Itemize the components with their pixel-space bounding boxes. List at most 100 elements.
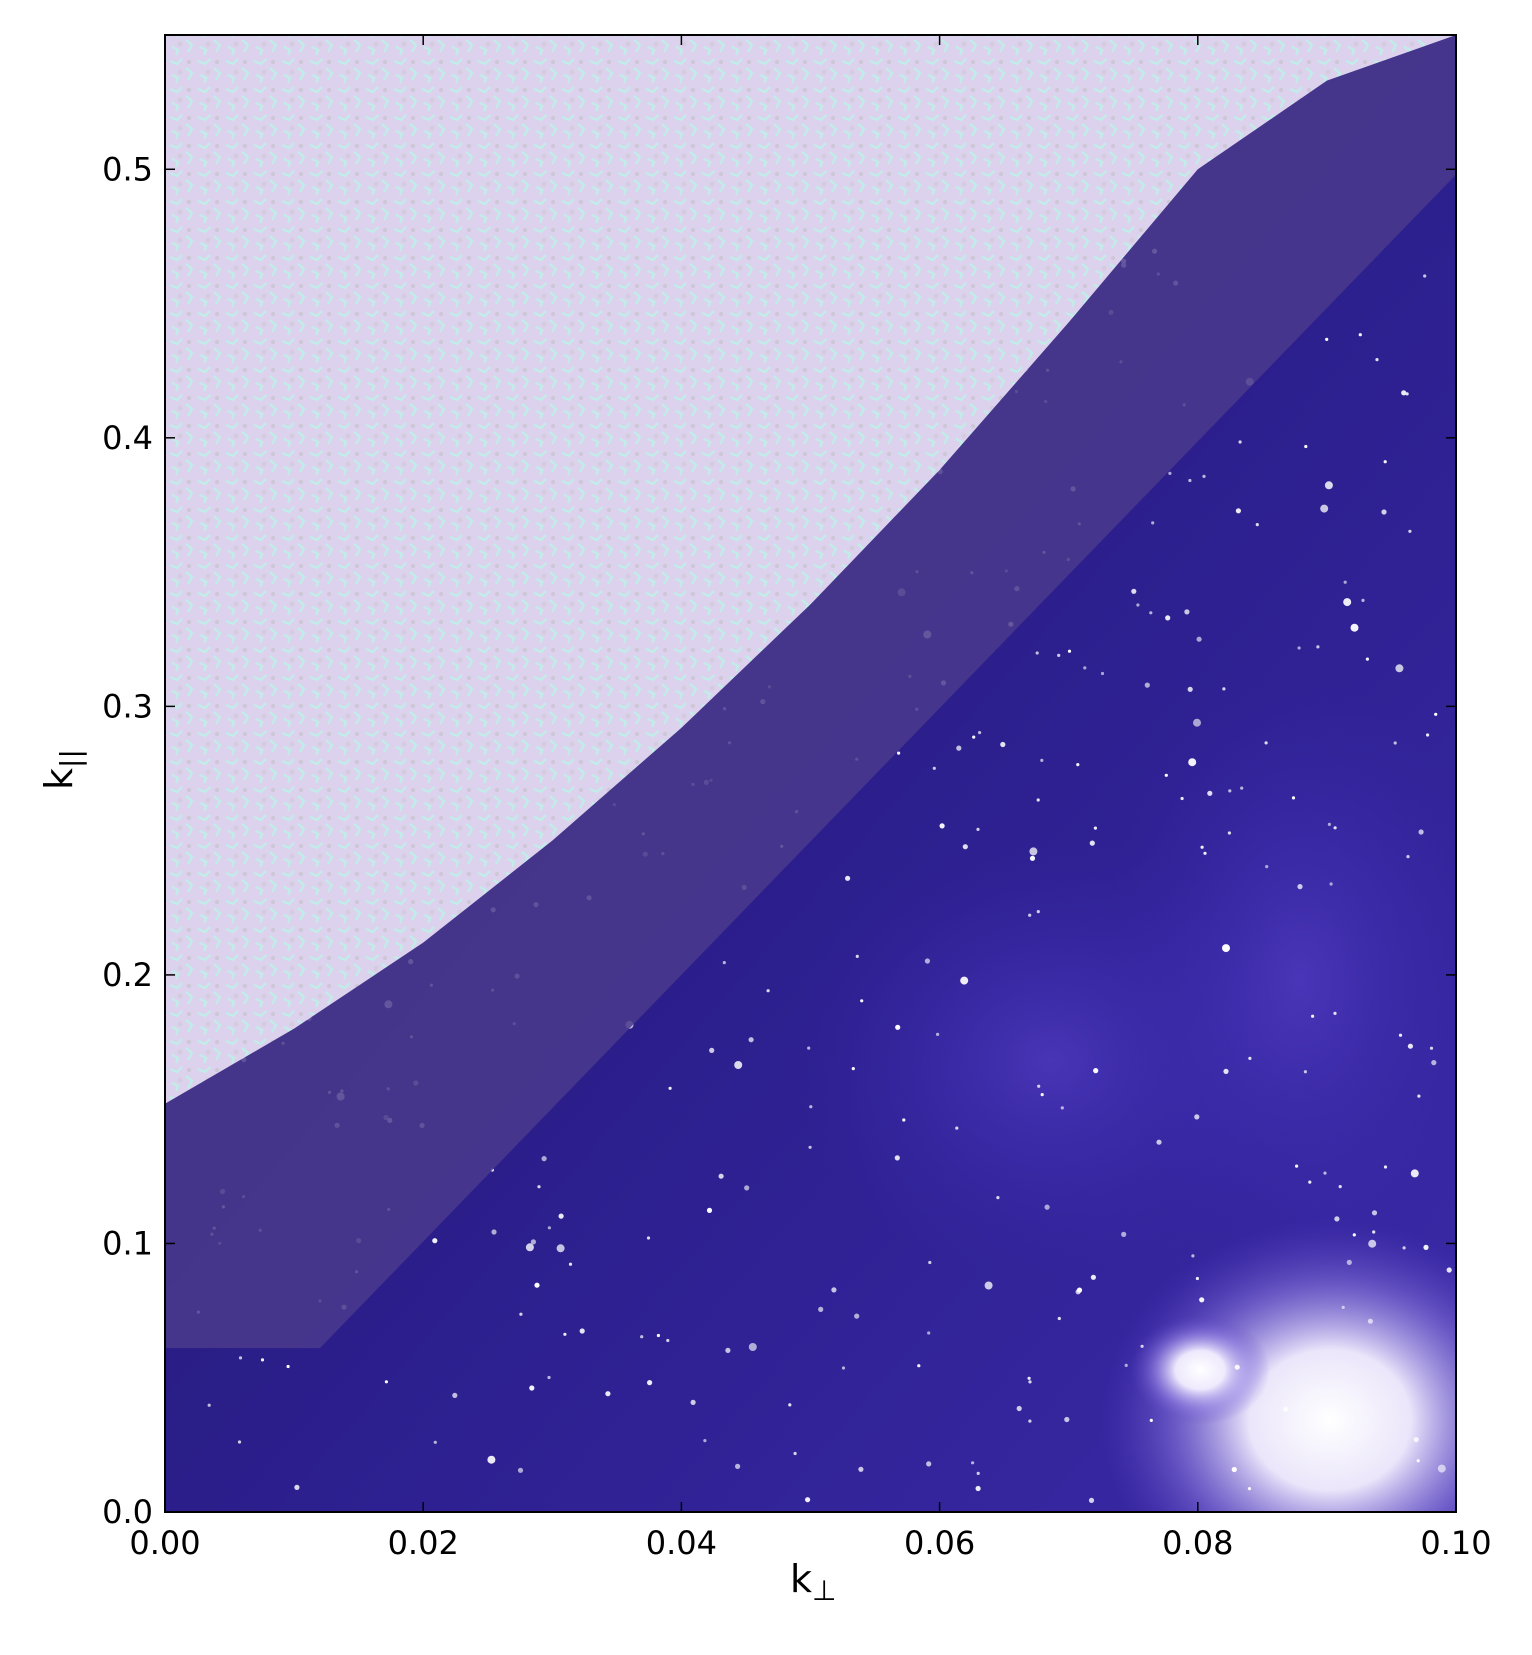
star [854, 1313, 860, 1319]
star [831, 1287, 837, 1293]
star [718, 1173, 724, 1179]
star [1361, 598, 1365, 603]
star [984, 1281, 993, 1290]
star [556, 1244, 565, 1253]
star [1140, 1344, 1144, 1348]
star [1329, 882, 1333, 886]
y-tick-label: 0.0 [102, 1493, 153, 1531]
star [1429, 1046, 1434, 1050]
plot-area [165, 35, 1456, 1512]
star [1308, 1180, 1312, 1184]
bright-glow-small [1130, 1315, 1270, 1425]
star [1188, 758, 1197, 767]
star [709, 1047, 715, 1053]
star [1136, 603, 1140, 607]
star [1402, 1246, 1406, 1250]
star [1044, 1204, 1050, 1210]
star [1368, 1239, 1377, 1248]
y-tick-label: 0.3 [102, 687, 153, 725]
star [1405, 392, 1409, 396]
y-tick-label: 0.2 [102, 956, 153, 994]
star [541, 1156, 547, 1162]
star [1324, 481, 1333, 490]
star [666, 1338, 670, 1343]
star [1188, 478, 1192, 483]
star [1040, 1093, 1044, 1097]
star [1423, 1244, 1429, 1250]
star [1222, 944, 1230, 953]
y-axis-label-subscript: || [54, 749, 87, 768]
star [1395, 664, 1404, 673]
star [978, 731, 982, 735]
star [1240, 786, 1244, 790]
star [809, 1105, 813, 1109]
star [1057, 1316, 1061, 1321]
star [1325, 337, 1329, 341]
star [971, 1461, 975, 1465]
star [1323, 1171, 1327, 1175]
star [725, 1347, 731, 1353]
star [579, 1328, 585, 1334]
star [452, 1392, 458, 1398]
star [1164, 773, 1168, 777]
star [558, 1213, 564, 1219]
star [1000, 741, 1006, 748]
star [1410, 1169, 1419, 1178]
star [1151, 521, 1155, 525]
star [1416, 1459, 1420, 1463]
star [972, 735, 976, 739]
star [805, 1497, 811, 1503]
star [1060, 1106, 1064, 1110]
star [1057, 653, 1061, 658]
star [568, 1262, 573, 1266]
star [547, 1375, 551, 1380]
star [1149, 611, 1153, 615]
star [1144, 682, 1150, 688]
x-tick-label: 0.06 [904, 1524, 975, 1562]
star [1027, 1376, 1031, 1380]
star [1089, 840, 1095, 846]
star [1191, 1254, 1195, 1258]
star [1037, 1084, 1041, 1088]
star [1327, 822, 1331, 827]
star [924, 958, 931, 964]
star [734, 1061, 743, 1069]
star [537, 1185, 541, 1189]
star [1371, 1210, 1378, 1216]
star [748, 1037, 754, 1043]
star [1231, 1466, 1237, 1473]
star [1196, 636, 1202, 642]
star [487, 1455, 496, 1464]
star [563, 1332, 567, 1336]
star [1383, 1165, 1388, 1169]
star [1168, 471, 1172, 475]
star [1194, 1114, 1200, 1120]
star [1346, 1259, 1352, 1265]
star [895, 1024, 901, 1030]
star [1423, 274, 1427, 278]
star [1291, 796, 1296, 800]
star [1067, 649, 1072, 653]
y-tick-label: 0.1 [102, 1224, 153, 1262]
star [605, 1391, 611, 1397]
star [766, 989, 770, 993]
star [936, 1032, 940, 1036]
star [1222, 687, 1226, 691]
x-axis-label-subscript: ⊥ [812, 1574, 836, 1607]
haze-2 [1100, 680, 1456, 1280]
star [1076, 763, 1080, 767]
star [1207, 790, 1213, 796]
star [519, 1312, 523, 1316]
star [1358, 333, 1362, 337]
star [646, 1236, 651, 1240]
star [1365, 657, 1369, 661]
star [1333, 826, 1337, 830]
star [1036, 910, 1040, 914]
star [1343, 598, 1352, 607]
y-axis-label: k|| [37, 749, 87, 790]
star [491, 1229, 497, 1235]
star [1434, 712, 1438, 716]
star [735, 1463, 741, 1469]
star [1121, 1231, 1127, 1237]
